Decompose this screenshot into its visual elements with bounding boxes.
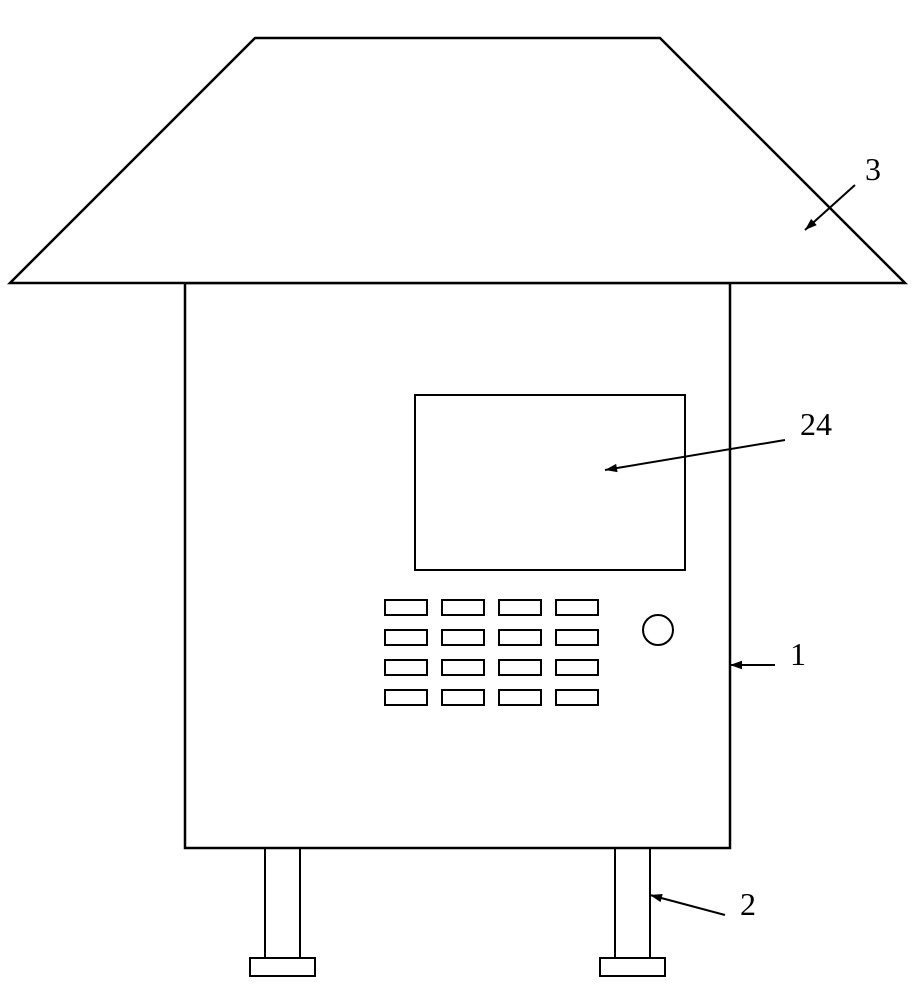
foot-left <box>250 958 315 976</box>
label-roof: 3 <box>865 151 881 187</box>
leg-right <box>615 848 650 958</box>
label-body: 1 <box>790 636 806 672</box>
diagram-svg: 3 24 1 2 <box>0 0 915 1000</box>
foot-right <box>600 958 665 976</box>
body-cabinet <box>185 283 730 848</box>
leg-left <box>265 848 300 958</box>
label-leg: 2 <box>740 886 756 922</box>
label-screen: 24 <box>800 406 832 442</box>
